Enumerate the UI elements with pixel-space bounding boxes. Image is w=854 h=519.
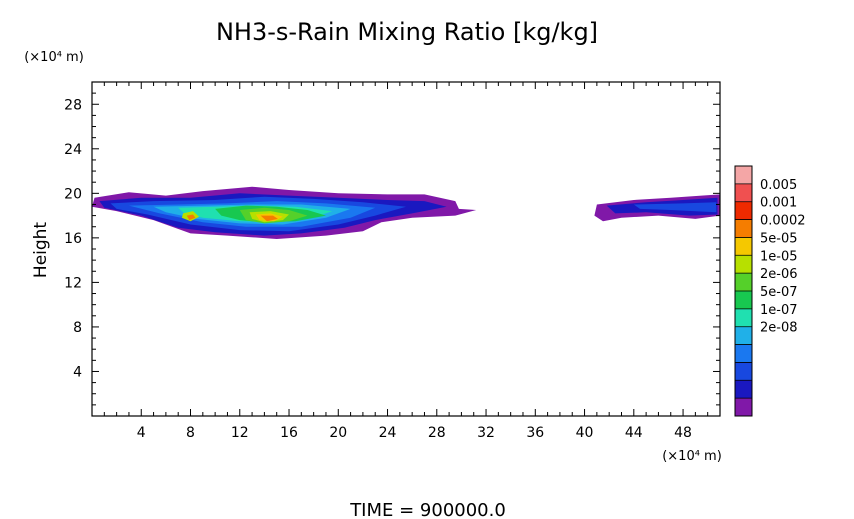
contour-field <box>92 186 720 239</box>
colorbar-swatch-8 <box>735 308 752 328</box>
y-axis-label: Height <box>31 222 51 279</box>
colorbar-label-2: 0.0002 <box>760 214 806 229</box>
colorbar-swatch-4 <box>735 237 752 256</box>
colorbar-swatch-6 <box>735 273 752 292</box>
x-tick-label-4: 4 <box>137 425 146 441</box>
colorbar-swatch-0 <box>735 166 752 185</box>
contour-region-13 <box>260 215 278 222</box>
colorbar-swatch-13 <box>735 398 752 417</box>
x-tick-label-24: 24 <box>379 425 397 441</box>
colorbar-swatch-1 <box>735 183 752 203</box>
colorbar-swatch-2 <box>735 201 752 220</box>
colorbar-label-6: 5e-07 <box>760 285 798 300</box>
y-axis-unit: (×10⁴ m) <box>24 50 84 65</box>
colorbar: 0.005 0.001 0.0002 5e-05 1e-05 2e-06 5e-07 1e-0… <box>734 165 806 417</box>
x-tick-label-28: 28 <box>428 425 446 441</box>
x-tick-label-48: 48 <box>674 425 692 441</box>
y-tick-label-28: 28 <box>64 97 82 113</box>
colorbar-swatch-12 <box>735 380 752 399</box>
x-axis-unit: (×10⁴ m) <box>662 449 722 464</box>
colorbar-label-5: 2e-06 <box>760 267 798 282</box>
colorbar-label-4: 1e-05 <box>760 249 798 264</box>
y-tick-label-12: 12 <box>64 275 82 291</box>
time-label: TIME = 900000.0 <box>349 500 506 519</box>
x-tick-label-20: 20 <box>329 425 347 441</box>
colorbar-label-7: 1e-07 <box>760 303 798 318</box>
x-tick-label-8: 8 <box>186 425 195 441</box>
x-tick-label-40: 40 <box>576 425 594 441</box>
colorbar-swatch-5 <box>735 255 752 274</box>
colorbar-swatch-9 <box>735 326 752 345</box>
chart-title: NH3-s-Rain Mixing Ratio [kg/kg] <box>216 18 598 46</box>
colorbar-swatch-10 <box>735 344 752 363</box>
colorbar-swatch-7 <box>735 291 752 310</box>
contour-region-5 <box>633 202 717 213</box>
y-tick-label-4: 4 <box>73 364 82 380</box>
x-tick-label-12: 12 <box>231 425 249 441</box>
x-tick-label-32: 32 <box>477 425 495 441</box>
colorbar-label-8: 2e-08 <box>760 321 798 336</box>
x-tick-label-44: 44 <box>625 425 643 441</box>
plot-frame <box>91 81 721 417</box>
x-tick-label-36: 36 <box>526 425 544 441</box>
y-tick-label-24: 24 <box>64 142 82 158</box>
colorbar-swatch-3 <box>735 219 752 238</box>
colorbar-label-1: 0.001 <box>760 196 797 211</box>
colorbar-swatch-11 <box>735 362 752 381</box>
y-tick-label-16: 16 <box>64 231 82 247</box>
colorbar-label-0: 0.005 <box>760 178 797 193</box>
y-tick-label-8: 8 <box>73 320 82 336</box>
contour-region-15 <box>186 214 196 221</box>
y-tick-label-20: 20 <box>64 186 82 202</box>
x-tick-label-16: 16 <box>280 425 298 441</box>
colorbar-label-3: 5e-05 <box>760 231 798 246</box>
